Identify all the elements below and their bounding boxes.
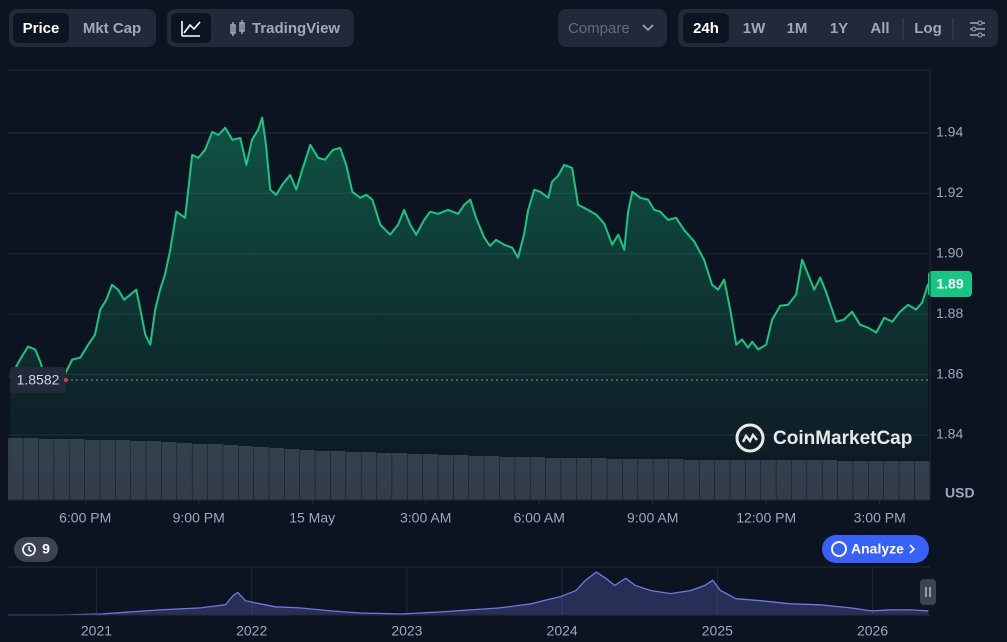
chevron (642, 24, 654, 32)
watermark-text: CoinMarketCap (773, 428, 912, 449)
overview-area (8, 572, 929, 615)
y-unit: USD (945, 485, 975, 501)
analyze-label[interactable]: Analyze (851, 541, 904, 557)
candle-icon (230, 20, 245, 36)
history-count[interactable]: 9 (42, 541, 50, 557)
overview-tick-label: 2023 (391, 623, 422, 639)
y-tick-label: 1.92 (936, 184, 963, 200)
analyze-chevron (909, 544, 916, 554)
price-area (10, 117, 929, 500)
handle-grip (925, 587, 931, 597)
history-hand (28, 546, 32, 553)
overview-line (8, 571, 929, 616)
history-button[interactable] (14, 537, 58, 562)
y-tick-label: 1.86 (936, 365, 963, 381)
history-icon (22, 542, 36, 557)
compare-label[interactable]: Compare (568, 20, 630, 37)
overview-handle[interactable] (920, 579, 936, 605)
line-icon (181, 21, 201, 37)
open-price-label: 1.8582 (17, 372, 60, 388)
settings-knob (971, 26, 977, 32)
x-tick-label: 3:00 PM (854, 510, 906, 526)
settings-knob (977, 20, 983, 26)
range-button[interactable]: 1W (743, 20, 766, 37)
logo-ring (735, 423, 765, 453)
overview-chart: 2021 2022 2023 2024 2025 2026 (8, 567, 929, 639)
y-tick-label: 1.88 (936, 305, 963, 321)
x-tick-label: 3:00 AM (400, 510, 451, 526)
analyze-button[interactable] (822, 535, 929, 563)
settings-knob (977, 32, 983, 38)
x-tick-label: 9:00 AM (627, 510, 678, 526)
line-chart-button[interactable] (171, 13, 211, 43)
price-button[interactable] (13, 13, 69, 43)
log-button[interactable]: Log (914, 20, 942, 37)
analyze-icon (831, 541, 847, 557)
price-line (9, 116, 930, 379)
logo-mark (741, 432, 758, 444)
y-tick-label: 1.94 (936, 124, 963, 140)
overview-tick-label: 2021 (81, 623, 112, 639)
x-tick-label: 6:00 PM (59, 510, 111, 526)
range-button[interactable]: 1Y (830, 20, 848, 37)
x-tick-label: 12:00 PM (736, 510, 796, 526)
open-dot (64, 378, 68, 383)
open-price-badge (10, 367, 66, 394)
compare-dropdown[interactable] (558, 9, 667, 47)
x-tick-label: 15 May (289, 510, 335, 526)
range-group (678, 9, 998, 47)
range-button[interactable]: 24h (693, 20, 719, 37)
main-chart: 1.84 1.86 1.88 1.90 1.92 1.94 6:00 PM 9:00 PM 15… (8, 116, 972, 526)
overview-tick-label: 2025 (702, 623, 733, 639)
x-tick-label: 6:00 AM (513, 510, 564, 526)
overview-tick-label: 2024 (547, 623, 578, 639)
range-button[interactable]: All (870, 20, 889, 37)
chart-type-group (167, 9, 354, 47)
overview-tick-label: 2026 (857, 623, 888, 639)
range-button[interactable]: 1M (787, 20, 808, 37)
tradingview-button[interactable]: TradingView (252, 20, 340, 37)
y-tick-label: 1.84 (936, 426, 963, 442)
mkt-cap-button[interactable]: Mkt Cap (83, 20, 141, 37)
current-price-label: 1.89 (936, 276, 963, 292)
watermark: CoinMarketCap (735, 423, 912, 453)
y-tick-label: 1.90 (936, 244, 963, 260)
current-price-badge (928, 270, 972, 297)
active-range (683, 13, 729, 43)
price-label[interactable]: Price (23, 20, 60, 37)
overview-tick-label: 2022 (236, 623, 267, 639)
x-tick-label: 9:00 PM (173, 510, 225, 526)
